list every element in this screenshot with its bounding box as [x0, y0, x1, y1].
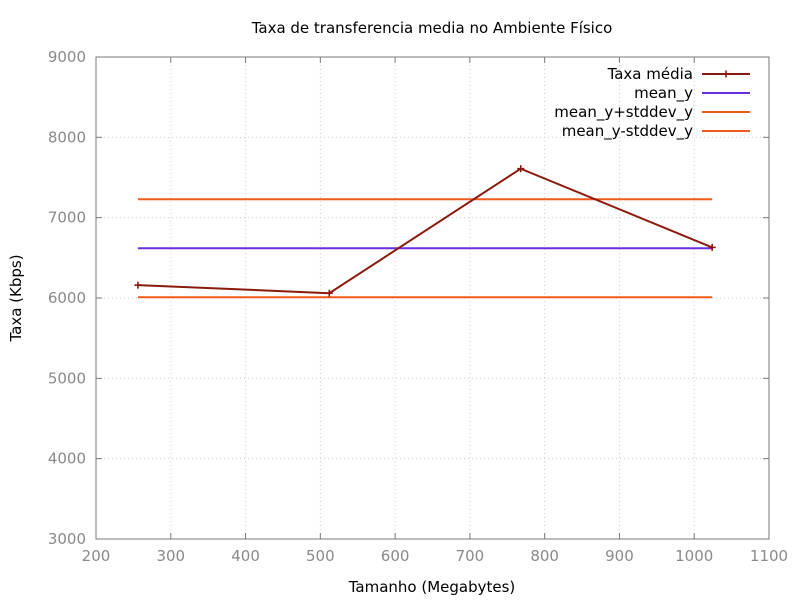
legend-label-mean-y-stddev-y: mean_y+stddev_y: [554, 103, 693, 122]
data-point-marker: [708, 243, 716, 251]
series-line-taxa-media: [137, 167, 713, 295]
x-axis-label: Tamanho (Megabytes): [348, 578, 516, 596]
legend-label-mean-y: mean_y: [634, 84, 693, 103]
x-tick-label: 1000: [675, 547, 713, 565]
y-tick-label: 7000: [48, 209, 86, 227]
legend-label-mean-y-stddev-y: mean_y-stddev_y: [562, 122, 693, 141]
y-tick-label: 3000: [48, 530, 86, 548]
x-tick-label: 900: [605, 547, 634, 565]
data-point-marker: [517, 165, 525, 173]
axis-ticks: 200 300 400 500 600 700 800 900 1000 1100 3000 4000…: [48, 48, 788, 565]
x-tick-label: 700: [456, 547, 485, 565]
y-tick-label: 6000: [48, 289, 86, 307]
y-axis-label: Taxa (Kbps): [7, 254, 25, 342]
x-tick-label: 500: [306, 547, 335, 565]
legend-label-taxa-media: Taxa média: [607, 65, 693, 83]
x-tick-label: 200: [82, 547, 111, 565]
series-group: [134, 165, 716, 299]
x-tick-label: 300: [156, 547, 185, 565]
chart-title: Taxa de transferencia media no Ambiente …: [251, 19, 613, 37]
y-tick-label: 4000: [48, 450, 86, 468]
y-tick-label: 5000: [48, 369, 86, 387]
y-tick-label: 9000: [48, 48, 86, 66]
x-tick-label: 1100: [750, 547, 788, 565]
x-tick-label: 800: [530, 547, 559, 565]
data-point-marker: [325, 289, 333, 297]
x-tick-label: 400: [231, 547, 260, 565]
y-tick-label: 8000: [48, 128, 86, 146]
data-point-marker: [134, 281, 142, 289]
legend: Taxa médiamean_ymean_y+stddev_ymean_y-st…: [554, 65, 750, 141]
x-tick-label: 600: [381, 547, 410, 565]
